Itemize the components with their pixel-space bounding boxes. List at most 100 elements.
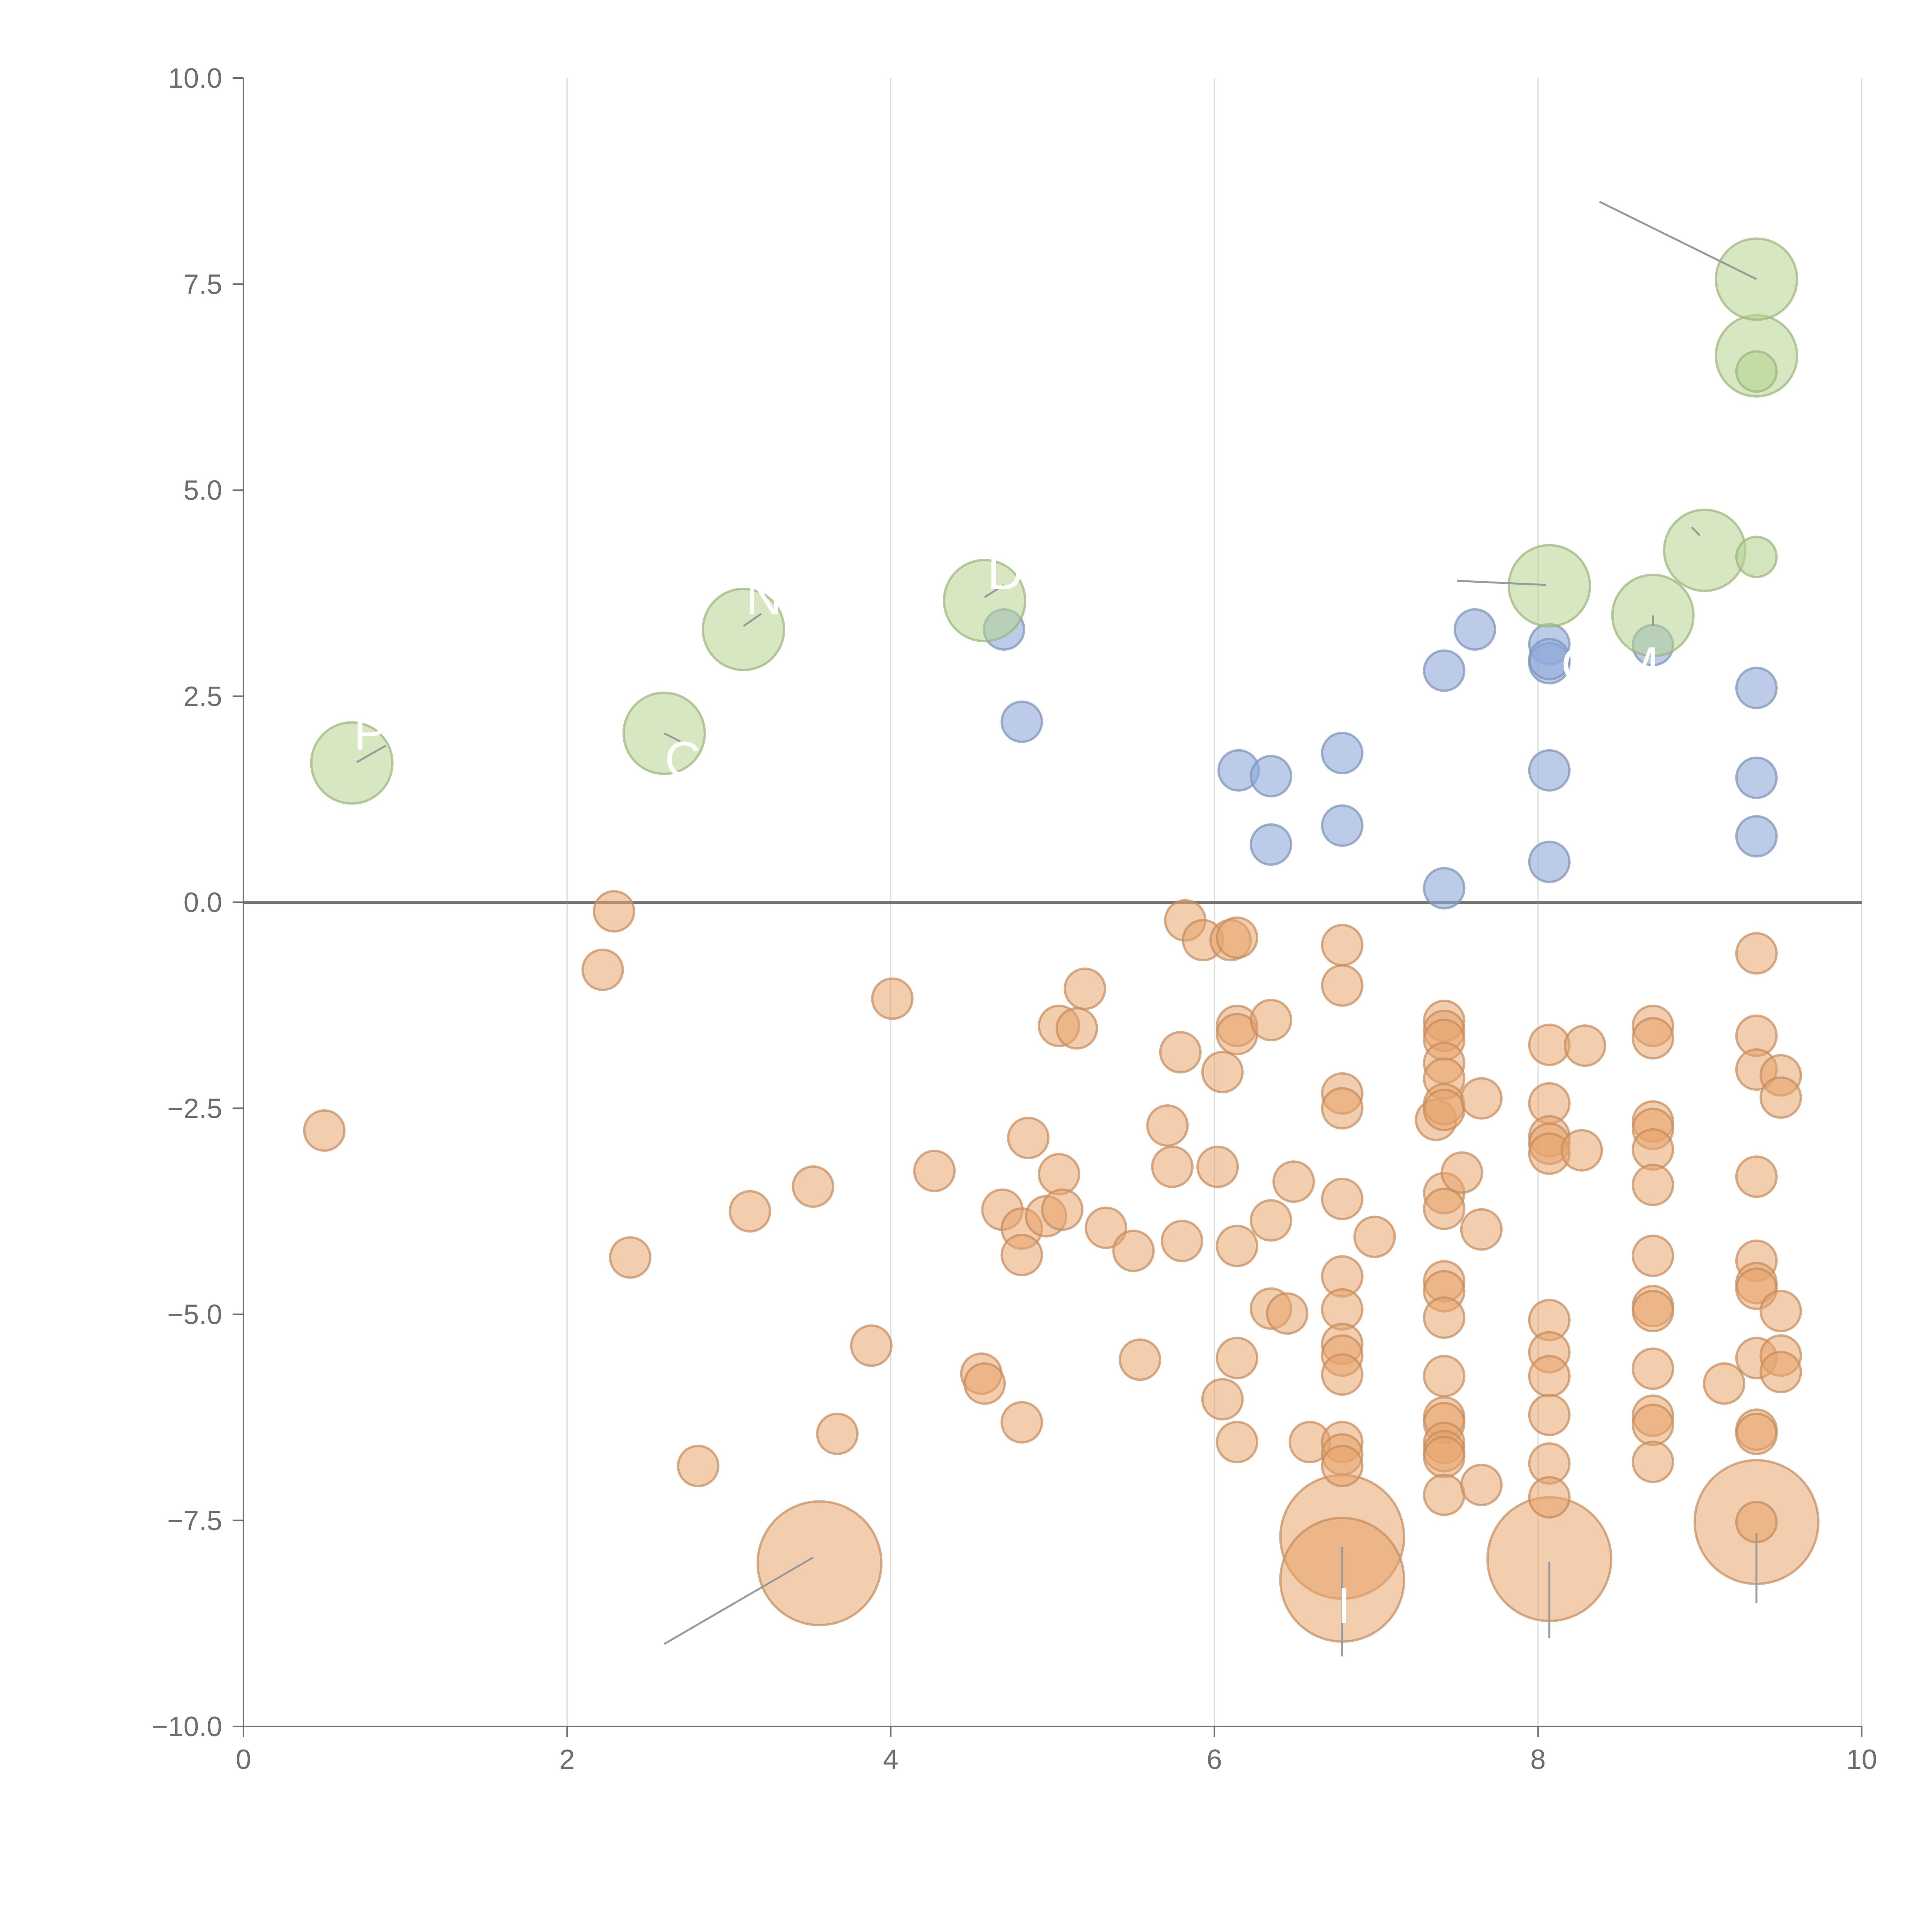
bubble-negative-point-114	[1735, 932, 1778, 975]
bubble-positive-point-18	[1735, 815, 1778, 858]
bubble-negative-point-40	[1216, 1225, 1259, 1267]
bubble-negative-point-10	[913, 1150, 956, 1192]
bubble-highlighted-point-4	[1507, 544, 1591, 628]
bubble-negative-point-76	[1423, 1355, 1466, 1398]
bubble-negative-point-28	[1151, 1145, 1194, 1188]
bubble-negative-point-4	[677, 1444, 719, 1487]
bubble-negative-point-21	[1041, 1188, 1084, 1231]
bubble-negative-point-30	[1161, 1219, 1204, 1262]
bubble-negative-point-113	[1703, 1362, 1746, 1405]
x-tick-label-3: 6	[1207, 1744, 1222, 1775]
bubble-positive-point-4	[1250, 823, 1293, 866]
bubble-positive-point-9	[1454, 608, 1497, 651]
bubble-highlighted-point-0	[310, 721, 394, 805]
x-tick-label-2: 4	[883, 1744, 898, 1775]
bubble-negative-point-129	[1759, 1350, 1802, 1393]
bubble-negative-point-2	[593, 890, 636, 933]
annotation-label-m: M	[1617, 636, 1659, 693]
bubble-negative-point-47	[1272, 1160, 1315, 1203]
bubble-negative-point-106	[1631, 1235, 1674, 1277]
bubble-negative-point-94	[1528, 1355, 1571, 1398]
bubble-negative-point-95	[1528, 1393, 1571, 1436]
bubble-positive-point-14	[1528, 840, 1571, 883]
bubble-negative-point-46	[1266, 1292, 1309, 1335]
bubble-negative-point-61	[1321, 1444, 1364, 1487]
bubble-negative-point-34	[1201, 1051, 1244, 1094]
bubble-negative-point-83	[1440, 1151, 1483, 1194]
bubble-negative-point-0	[303, 1109, 346, 1152]
bubble-negative-point-41	[1216, 1337, 1259, 1379]
annotation-leader-7	[984, 584, 1005, 598]
y-tick-label-7: −7.5	[167, 1505, 222, 1536]
bubble-negative-point-35	[1201, 1378, 1244, 1421]
bubble-negative-point-87	[1528, 1024, 1571, 1066]
bubble-negative-point-52	[1321, 1087, 1364, 1130]
bubble-negative-point-75	[1423, 1296, 1466, 1339]
bubble-negative-point-111	[1631, 1403, 1674, 1446]
bubble-negative-point-20	[1037, 1153, 1080, 1196]
bubble-negative-point-8	[850, 1324, 893, 1367]
bubble-negative-point-104	[1631, 1128, 1674, 1171]
bubble-negative-point-5	[728, 1190, 771, 1233]
bubble-negative-point-9	[871, 977, 914, 1020]
bubble-positive-point-3	[1250, 755, 1293, 798]
bubble-negative-point-86	[1460, 1464, 1503, 1507]
bubble-positive-point-16	[1735, 667, 1778, 709]
y-tick-label-0: 10.0	[168, 63, 222, 94]
bubble-negative-point-27	[1146, 1104, 1189, 1147]
annotation-label-p: P	[354, 704, 387, 760]
bubble-negative-point-24	[1085, 1206, 1128, 1249]
bubble-negative-point-126	[1759, 1076, 1802, 1119]
annotation-leader-8	[1457, 580, 1546, 586]
bubble-positive-point-12	[1528, 638, 1571, 680]
bubble-negative-point-25	[1112, 1230, 1155, 1272]
bubble-highlighted-point-2	[702, 587, 786, 671]
bubble-negative-point-117	[1735, 1155, 1778, 1198]
bubble-negative-point-12	[963, 1362, 1006, 1405]
y-tick-label-5: −2.5	[167, 1093, 222, 1124]
x-tick-label-5: 10	[1846, 1744, 1877, 1775]
bubble-negative-point-23	[1063, 967, 1106, 1010]
bubble-negative-point-6	[792, 1165, 835, 1208]
bubble-highlighted-small-1	[1735, 536, 1778, 578]
annotation-leader-0	[1599, 201, 1757, 280]
bubble-negative-point-1	[581, 948, 624, 991]
bubble-negative-point-81	[1423, 1435, 1466, 1478]
y-tick-label-4: 0.0	[184, 887, 222, 918]
y-tick-label-6: −5.0	[167, 1299, 222, 1330]
annotation-label-c: C	[665, 731, 701, 787]
bubble-negative-point-62	[1353, 1215, 1396, 1258]
annotation-label-r: R	[1681, 310, 1717, 366]
y-tick-label-2: 5.0	[184, 475, 222, 506]
bubble-negative-point-72	[1423, 1187, 1466, 1230]
y-tick-label-8: −10.0	[152, 1711, 222, 1742]
bubble-negative-point-112	[1631, 1440, 1674, 1483]
bubble-positive-point-6	[1321, 804, 1364, 847]
y-tick-label-1: 7.5	[184, 269, 222, 300]
bubble-negative-point-53	[1321, 1177, 1364, 1220]
bubble-negative-point-50	[1321, 964, 1364, 1007]
bubble-negative-point-43	[1250, 999, 1293, 1042]
bubble-positive-point-1	[1000, 700, 1043, 743]
annotation-label-i: I	[1337, 1577, 1351, 1634]
annotation-leader-10	[1691, 526, 1701, 536]
annotation-label-g: G	[1561, 636, 1600, 693]
bubble-negative-point-70	[1423, 1088, 1466, 1131]
x-tick-label-1: 2	[560, 1744, 575, 1775]
leader-layer	[356, 201, 1758, 1656]
label-layer: P C N D G M R I	[354, 310, 1717, 1634]
bubble-negative-point-3	[609, 1236, 651, 1279]
bubble-negative-point-101	[1631, 1017, 1674, 1060]
bubble-positive-point-8	[1423, 867, 1466, 910]
bubble-negative-point-109	[1631, 1347, 1674, 1390]
x-tick-label-4: 8	[1530, 1744, 1546, 1775]
bubble-negative-point-58	[1321, 1353, 1364, 1396]
bubble-negative-point-127	[1759, 1289, 1802, 1332]
bubble-highlighted-point-6	[1663, 509, 1747, 592]
bubble-highlighted-small-0	[1735, 350, 1778, 393]
y-tick-label-3: 2.5	[184, 681, 222, 712]
bubble-negative-point-17	[1007, 1117, 1050, 1160]
bubble-positive-point-7	[1423, 649, 1466, 692]
annotation-leader-1	[663, 1556, 814, 1645]
bubble-negative-point-108	[1631, 1289, 1674, 1332]
